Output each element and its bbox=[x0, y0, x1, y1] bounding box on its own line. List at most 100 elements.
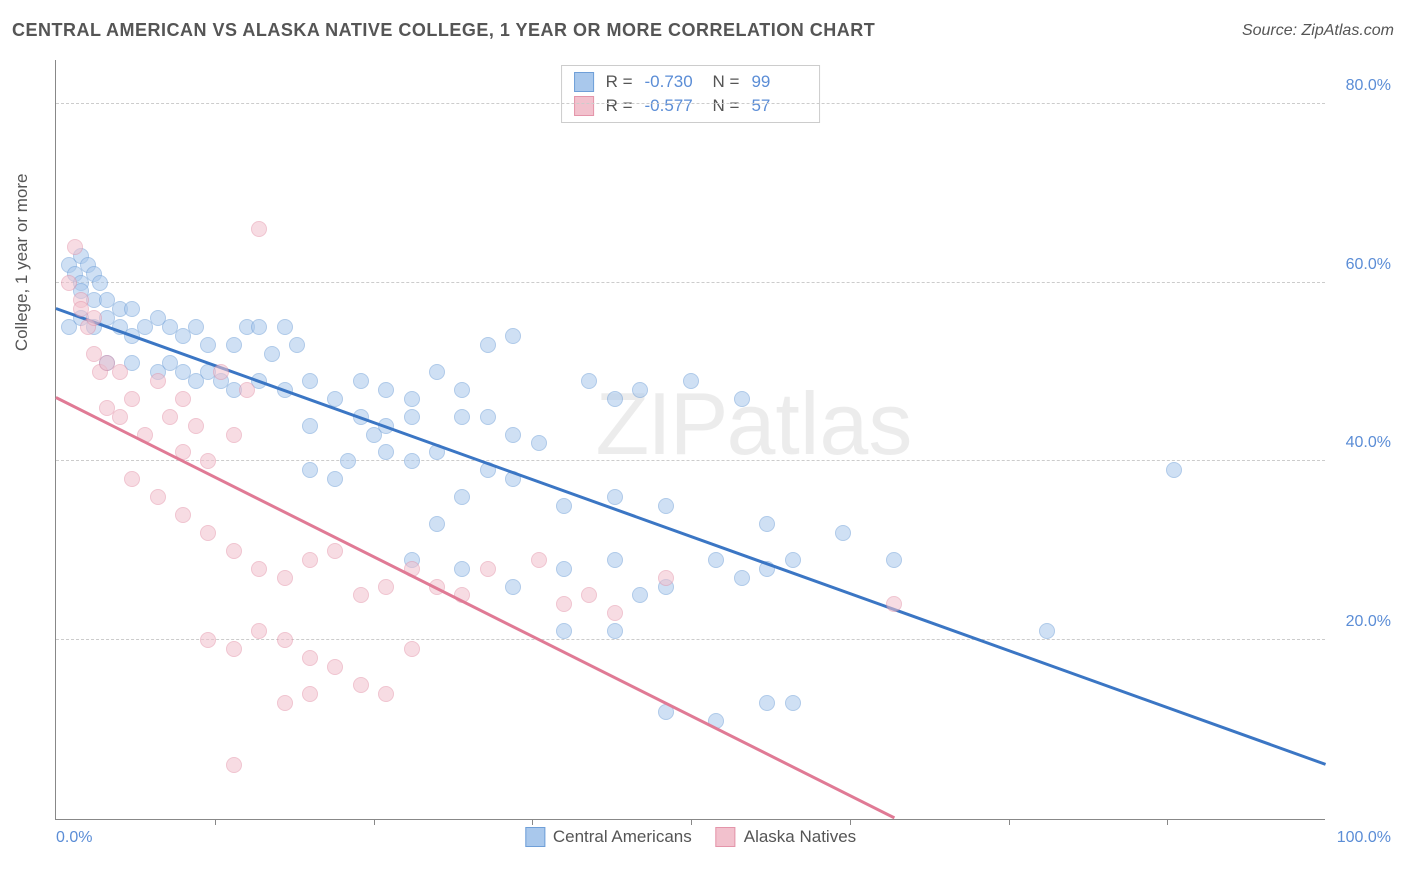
scatter-point bbox=[607, 552, 623, 568]
scatter-point bbox=[92, 275, 108, 291]
scatter-point bbox=[251, 623, 267, 639]
scatter-point bbox=[454, 382, 470, 398]
legend-swatch bbox=[716, 827, 736, 847]
scatter-point bbox=[150, 489, 166, 505]
scatter-point bbox=[556, 596, 572, 612]
scatter-point bbox=[404, 453, 420, 469]
scatter-point bbox=[531, 552, 547, 568]
scatter-point bbox=[607, 605, 623, 621]
legend-item: Central Americans bbox=[525, 827, 692, 847]
scatter-point bbox=[124, 471, 140, 487]
legend-series: Central Americans Alaska Natives bbox=[525, 827, 856, 847]
scatter-point bbox=[162, 409, 178, 425]
scatter-point bbox=[581, 587, 597, 603]
scatter-point bbox=[226, 337, 242, 353]
scatter-point bbox=[302, 686, 318, 702]
n-label: N = bbox=[713, 72, 740, 92]
scatter-point bbox=[505, 427, 521, 443]
scatter-point bbox=[378, 686, 394, 702]
y-gridline bbox=[56, 103, 1325, 104]
scatter-point bbox=[632, 382, 648, 398]
x-tick-mark bbox=[374, 819, 375, 825]
legend-label: Central Americans bbox=[553, 827, 692, 847]
scatter-point bbox=[302, 373, 318, 389]
legend-item: Alaska Natives bbox=[716, 827, 856, 847]
scatter-point bbox=[886, 596, 902, 612]
r-label: R = bbox=[606, 72, 633, 92]
scatter-point bbox=[277, 632, 293, 648]
scatter-point bbox=[200, 525, 216, 541]
scatter-point bbox=[353, 677, 369, 693]
scatter-point bbox=[683, 373, 699, 389]
scatter-point bbox=[150, 373, 166, 389]
scatter-point bbox=[175, 391, 191, 407]
chart-source: Source: ZipAtlas.com bbox=[1242, 22, 1394, 40]
scatter-point bbox=[556, 561, 572, 577]
scatter-point bbox=[327, 471, 343, 487]
scatter-point bbox=[378, 444, 394, 460]
scatter-point bbox=[404, 391, 420, 407]
scatter-point bbox=[785, 695, 801, 711]
scatter-point bbox=[340, 453, 356, 469]
scatter-point bbox=[353, 373, 369, 389]
chart-title: CENTRAL AMERICAN VS ALASKA NATIVE COLLEG… bbox=[12, 20, 875, 41]
scatter-point bbox=[175, 507, 191, 523]
scatter-point bbox=[404, 641, 420, 657]
scatter-point bbox=[759, 516, 775, 532]
scatter-point bbox=[124, 301, 140, 317]
scatter-point bbox=[886, 552, 902, 568]
scatter-point bbox=[226, 427, 242, 443]
scatter-point bbox=[327, 543, 343, 559]
legend-swatch bbox=[574, 72, 594, 92]
scatter-point bbox=[327, 659, 343, 675]
r-value: -0.730 bbox=[645, 72, 701, 92]
scatter-point bbox=[200, 337, 216, 353]
x-tick-mark bbox=[532, 819, 533, 825]
scatter-point bbox=[607, 623, 623, 639]
scatter-point bbox=[835, 525, 851, 541]
watermark-part1: ZIP bbox=[596, 374, 727, 473]
n-label: N = bbox=[713, 96, 740, 116]
scatter-point bbox=[454, 489, 470, 505]
scatter-point bbox=[264, 346, 280, 362]
scatter-point bbox=[429, 364, 445, 380]
scatter-point bbox=[505, 579, 521, 595]
chart-header: CENTRAL AMERICAN VS ALASKA NATIVE COLLEG… bbox=[12, 20, 1394, 41]
scatter-point bbox=[200, 632, 216, 648]
y-axis-label: College, 1 year or more bbox=[12, 174, 32, 352]
scatter-point bbox=[112, 409, 128, 425]
y-tick-label: 20.0% bbox=[1346, 613, 1391, 631]
scatter-point bbox=[1166, 462, 1182, 478]
scatter-point bbox=[277, 695, 293, 711]
legend-label: Alaska Natives bbox=[744, 827, 856, 847]
legend-stats: R =-0.730N =99R =-0.577N =57 bbox=[561, 65, 821, 123]
scatter-point bbox=[734, 570, 750, 586]
plot-area: ZIPatlas R =-0.730N =99R =-0.577N =57 Ce… bbox=[55, 60, 1325, 820]
scatter-point bbox=[454, 409, 470, 425]
scatter-point bbox=[124, 391, 140, 407]
scatter-point bbox=[289, 337, 305, 353]
scatter-point bbox=[86, 310, 102, 326]
scatter-point bbox=[480, 409, 496, 425]
scatter-point bbox=[658, 570, 674, 586]
x-tick-label: 100.0% bbox=[1337, 829, 1391, 847]
scatter-point bbox=[277, 570, 293, 586]
scatter-point bbox=[251, 561, 267, 577]
y-gridline bbox=[56, 460, 1325, 461]
scatter-point bbox=[239, 382, 255, 398]
scatter-point bbox=[188, 418, 204, 434]
y-gridline bbox=[56, 639, 1325, 640]
scatter-point bbox=[607, 391, 623, 407]
scatter-point bbox=[67, 239, 83, 255]
y-tick-label: 60.0% bbox=[1346, 256, 1391, 274]
scatter-point bbox=[353, 587, 369, 603]
scatter-point bbox=[378, 579, 394, 595]
scatter-point bbox=[226, 641, 242, 657]
scatter-point bbox=[302, 650, 318, 666]
x-tick-label: 0.0% bbox=[56, 829, 92, 847]
r-label: R = bbox=[606, 96, 633, 116]
x-tick-mark bbox=[1167, 819, 1168, 825]
x-tick-mark bbox=[215, 819, 216, 825]
r-value: -0.577 bbox=[645, 96, 701, 116]
scatter-point bbox=[302, 552, 318, 568]
